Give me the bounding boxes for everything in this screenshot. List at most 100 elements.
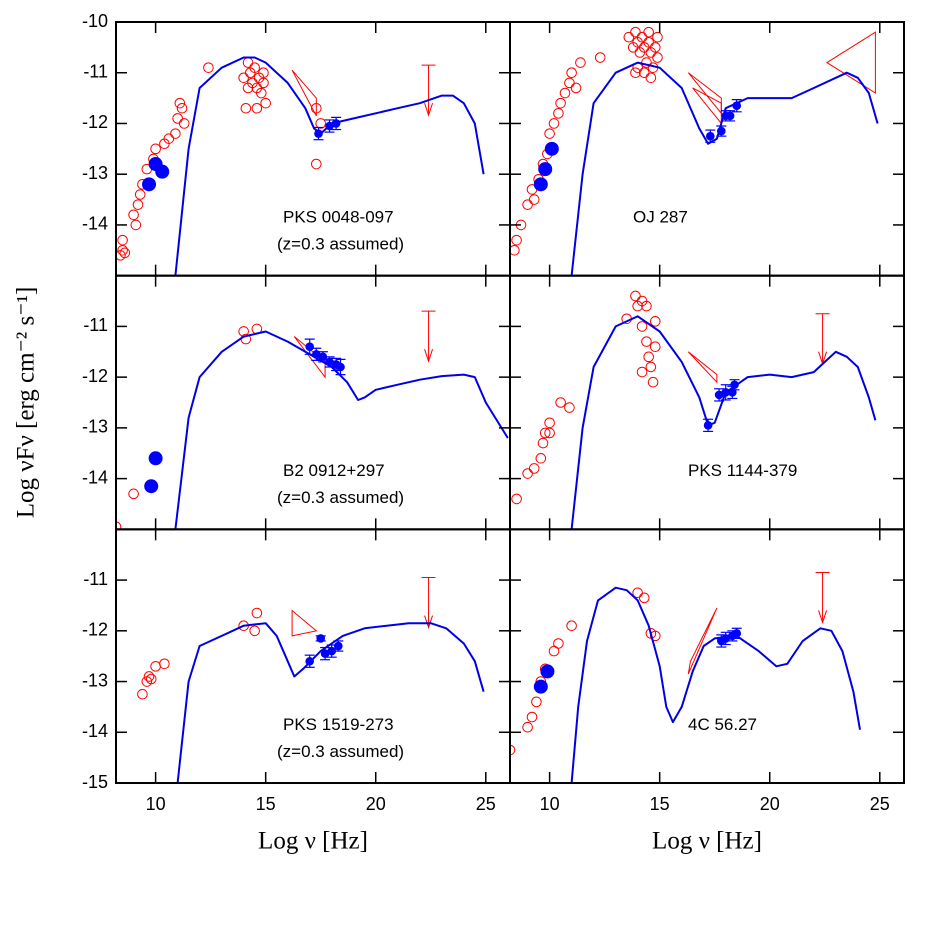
simultaneous-point	[717, 126, 726, 136]
archival-point	[522, 199, 533, 210]
archival-point	[531, 696, 542, 708]
y-tick-label: -12	[82, 366, 108, 386]
archival-point	[526, 711, 538, 723]
simultaneous-point	[325, 357, 334, 367]
y-tick-label: -11	[83, 315, 108, 335]
archival-point	[258, 67, 269, 79]
simultaneous-point	[721, 388, 731, 397]
archival-point	[649, 341, 661, 352]
archival-point	[143, 671, 155, 682]
archival-point	[251, 102, 263, 114]
archival-point	[522, 468, 533, 479]
upper-limit-arrow	[818, 610, 828, 625]
archival-point	[163, 133, 175, 144]
archival-point	[566, 620, 577, 632]
archival-point	[176, 102, 188, 114]
simultaneous-point	[305, 656, 314, 666]
y-tick-label: -13	[82, 417, 108, 437]
x-tick-label: 15	[256, 794, 276, 814]
archival-point	[632, 587, 643, 599]
y-tick-label: -14	[82, 214, 108, 234]
archival-point	[636, 31, 648, 43]
archival-point	[311, 158, 322, 170]
butterfly	[687, 351, 718, 384]
y-axis-title: Log νFν [erg cm⁻² s⁻¹]	[13, 287, 40, 519]
source-label: PKS 0048-097	[283, 207, 394, 226]
upper-limit-arrow	[424, 615, 434, 630]
archival-point	[555, 397, 566, 408]
archival-point	[128, 488, 139, 500]
archival-point	[643, 36, 654, 48]
archival-point	[238, 72, 249, 84]
upper-limit	[421, 577, 436, 630]
archival-point	[132, 199, 144, 210]
y-tick-label: -13	[82, 163, 108, 183]
archival-point	[564, 77, 575, 89]
archival-point	[647, 376, 659, 388]
archival-point	[249, 62, 260, 73]
archival-point	[641, 336, 652, 347]
source-label: 4C 56.27	[688, 715, 757, 734]
source-label: (z=0.3 assumed)	[277, 234, 404, 253]
model-curve	[570, 61, 879, 276]
plot-area	[510, 571, 861, 784]
archival-point	[652, 52, 663, 63]
archival-point	[170, 128, 181, 139]
archival-point	[652, 31, 663, 43]
plot-area	[511, 290, 877, 530]
archival-point	[535, 453, 547, 464]
x-tick-label: 20	[366, 794, 386, 814]
archival-point	[594, 52, 606, 63]
upper-limit	[421, 310, 436, 363]
archival-point	[559, 87, 571, 99]
archival-point	[575, 57, 586, 68]
archival-point	[537, 437, 549, 449]
simultaneous-point	[714, 390, 724, 400]
archival-point	[117, 245, 128, 256]
simultaneous-point	[706, 131, 715, 141]
simultaneous-point	[703, 421, 713, 430]
archival-point	[645, 72, 657, 84]
archival-point	[528, 463, 540, 474]
x-tick-label: 10	[146, 794, 166, 814]
panel: OJ 287	[509, 21, 905, 277]
simultaneous-point	[336, 362, 345, 372]
archival-point	[638, 67, 650, 79]
y-tick-label: -11	[83, 61, 108, 81]
archival-point	[242, 82, 254, 94]
archival-point	[251, 607, 263, 619]
simultaneous-point	[320, 649, 330, 658]
y-tick-label: -11	[83, 569, 108, 589]
simultaneous-point	[316, 634, 326, 643]
panel: -15 -14 -13 -12 -11 10 15 20 25 PKS 1519-273 (z=0.…	[82, 528, 511, 855]
simultaneous-point	[732, 101, 742, 111]
archival-point	[544, 128, 555, 139]
model-curve	[570, 586, 861, 784]
y-tick-label: -12	[82, 620, 108, 640]
archival-point	[249, 625, 260, 637]
panel-frame	[509, 528, 905, 785]
radio-point	[142, 177, 157, 192]
source-label: PKS 1144-379	[688, 461, 797, 480]
source-label: (z=0.3 assumed)	[277, 488, 404, 507]
source-label: B2 0912+297	[283, 461, 385, 480]
radio-point	[540, 664, 555, 679]
archival-point	[150, 143, 161, 155]
archival-point	[570, 82, 582, 94]
y-tick-label: -14	[82, 721, 108, 741]
radio-point	[538, 162, 553, 177]
upper-limit-arrow	[424, 102, 434, 117]
archival-point	[636, 366, 648, 378]
x-tick-label: 15	[650, 794, 670, 814]
archival-point	[178, 118, 190, 129]
archival-point	[255, 87, 267, 99]
y-tick-label: -14	[82, 467, 108, 487]
y-tick-label: -10	[82, 11, 108, 31]
x-tick-label: 25	[870, 794, 890, 814]
y-tick-label: -15	[82, 772, 108, 792]
plot-area	[510, 26, 879, 276]
plot-area	[116, 56, 485, 276]
archival-point	[117, 234, 128, 246]
simultaneous-point	[314, 129, 323, 138]
